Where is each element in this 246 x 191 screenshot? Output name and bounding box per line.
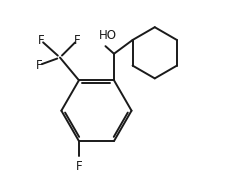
Text: F: F bbox=[38, 34, 44, 47]
Text: F: F bbox=[76, 160, 82, 173]
Text: HO: HO bbox=[99, 29, 117, 42]
Text: F: F bbox=[74, 34, 80, 47]
Text: F: F bbox=[36, 59, 42, 72]
